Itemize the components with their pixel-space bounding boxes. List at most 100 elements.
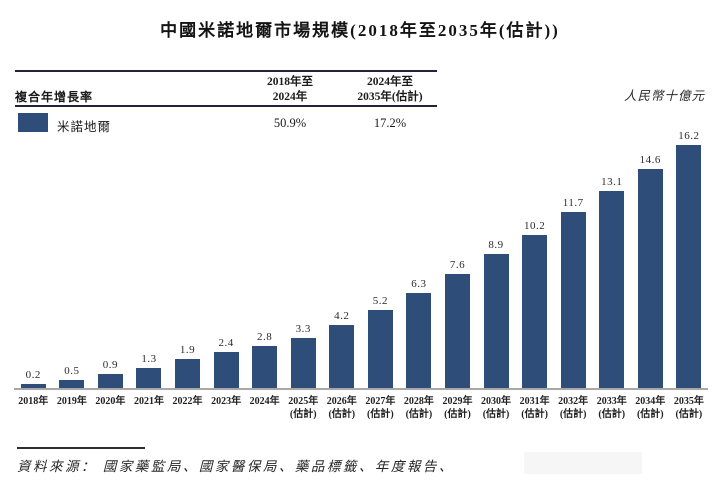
bar-value-label: 0.9 <box>102 359 119 371</box>
x-axis-tick-label: 2030年 (估計) <box>477 395 516 421</box>
x-axis-year: 2033年 <box>596 396 627 407</box>
table-header-divider <box>15 105 437 107</box>
bar <box>20 384 46 388</box>
x-axis-tick-label: 2029年 (估計) <box>438 395 477 421</box>
bar-value-label: 0.2 <box>25 369 41 381</box>
x-axis-year: 2022年 <box>172 396 203 407</box>
bar <box>522 235 548 388</box>
bar-value-label: 1.9 <box>179 344 196 356</box>
bar <box>252 346 278 388</box>
bar-slot: 0.2 <box>14 118 53 388</box>
bar-slot: 14.6 <box>631 118 670 388</box>
x-axis-tick-label: 2018年 <box>14 395 53 421</box>
bar-slot: 10.2 <box>515 118 554 388</box>
bar-slot: 0.5 <box>53 118 92 388</box>
bar-slot: 13.1 <box>592 118 631 388</box>
bar-value-label: 4.2 <box>334 310 350 322</box>
bar-value-label: 2.8 <box>257 331 273 343</box>
x-axis-estimate-note: (估計) <box>405 409 433 420</box>
bar-value-label: 6.3 <box>411 278 427 290</box>
bar <box>444 274 470 388</box>
cagr-col2-line2: 2035年(估計) <box>357 90 423 103</box>
bar-value-label: 2.4 <box>218 337 234 349</box>
bar-value-label: 10.2 <box>523 220 546 232</box>
cagr-value-2024-2035: 17.2% <box>373 116 407 130</box>
bar <box>637 169 663 388</box>
x-axis-tick-label: 2034年 (估計) <box>631 395 670 421</box>
x-axis-labels: 2018年 2019年 2020年 2021年 2022年 2023年 2024年 2025年… <box>14 395 708 421</box>
x-axis-year: 2018年 <box>18 396 49 407</box>
bar-slot: 6.3 <box>400 118 439 388</box>
x-axis-year: 2035年 <box>673 396 704 407</box>
plot-area: 0.2 0.5 0.9 1.3 1.9 2.4 2.8 3.3 4.2 5.2 6.3 7.6 8.9 1… <box>14 118 708 388</box>
x-axis-year: 2028年 <box>403 396 434 407</box>
x-axis-tick-label: 2031年 (估計) <box>515 395 554 421</box>
x-axis-tick-label: 2035年 (估計) <box>670 395 709 421</box>
bar-slot: 8.9 <box>477 118 516 388</box>
legend-color-swatch <box>18 113 48 132</box>
x-axis-tick-label: 2020年 <box>91 395 130 421</box>
x-axis-tick-label: 2033年 (估計) <box>592 395 631 421</box>
bar <box>136 368 162 388</box>
bar <box>367 310 393 388</box>
y-axis-unit-label: 人民幣十億元 <box>623 89 705 103</box>
bar <box>483 254 509 388</box>
bar-slot: 5.2 <box>361 118 400 388</box>
bar-slot: 4.2 <box>323 118 362 388</box>
x-axis-tick-label: 2028年 (估計) <box>400 395 439 421</box>
x-axis-estimate-note: (估計) <box>559 409 587 420</box>
cagr-col2-line1: 2024年至 <box>367 76 413 88</box>
x-axis-tick-label: 2032年 (估計) <box>554 395 593 421</box>
bar-value-label: 3.3 <box>295 323 311 335</box>
x-axis-year: 2027年 <box>365 396 396 407</box>
bar <box>599 191 625 388</box>
bar <box>560 212 586 388</box>
x-axis-tick-label: 2019年 <box>53 395 92 421</box>
cagr-column-header-2018-2024: 2018年至 2024年 <box>234 75 346 104</box>
bar <box>175 359 201 388</box>
bar-value-label: 11.7 <box>562 197 584 209</box>
x-axis-estimate-note: (估計) <box>367 409 394 420</box>
bar-value-label: 1.3 <box>141 353 157 365</box>
x-axis-estimate-note: (估計) <box>482 409 510 420</box>
cagr-col1-line2: 2024年 <box>272 90 308 103</box>
x-axis-year: 2021年 <box>133 396 164 407</box>
chart-title: 中國米諾地爾市場規模(2018年至2035年(估計)) <box>160 21 560 40</box>
cagr-col1-line1: 2018年至 <box>267 76 313 88</box>
bar-slot: 0.9 <box>91 118 130 388</box>
x-axis-year: 2032年 <box>558 396 589 407</box>
bar-value-label: 7.6 <box>449 259 466 271</box>
x-axis-year: 2024年 <box>249 396 280 407</box>
bar-value-label: 0.5 <box>64 365 80 377</box>
cagr-row-header: 複合年增長率 <box>15 90 94 104</box>
x-axis-year: 2019年 <box>56 396 87 407</box>
source-note: 資料來源： 國家藥監局、國家醫保局、藥品標籤、年度報告、 <box>17 459 455 474</box>
x-axis-year: 2023年 <box>211 396 242 407</box>
x-axis-estimate-note: (估計) <box>328 409 356 420</box>
bar-value-label: 8.9 <box>488 239 504 251</box>
bar-slot: 3.3 <box>284 118 323 388</box>
bar <box>213 352 239 388</box>
legend-series-label: 米諾地爾 <box>57 120 112 134</box>
footnote-rule <box>17 447 145 449</box>
bar-slot: 16.2 <box>670 118 709 388</box>
bar <box>59 380 85 388</box>
x-axis-estimate-note: (估計) <box>521 409 548 420</box>
bar <box>406 293 432 388</box>
bar <box>290 338 316 388</box>
cagr-value-2018-2024: 50.9% <box>273 116 307 130</box>
x-axis-tick-label: 2024年 <box>245 395 284 421</box>
x-axis-estimate-note: (估計) <box>636 409 664 420</box>
x-axis-tick-label: 2026年 (估計) <box>323 395 362 421</box>
x-axis-tick-label: 2027年 (估計) <box>361 395 400 421</box>
x-axis-tick-label: 2021年 <box>130 395 169 421</box>
bar <box>676 145 702 388</box>
x-axis-tick-label: 2022年 <box>168 395 207 421</box>
bar-slot: 2.8 <box>245 118 284 388</box>
x-axis-year: 2020年 <box>95 396 126 407</box>
cagr-column-header-2024-2035: 2024年至 2035年(估計) <box>328 75 452 104</box>
bar <box>97 374 123 388</box>
x-axis-year: 2034年 <box>635 396 666 407</box>
x-axis-line <box>14 388 708 390</box>
